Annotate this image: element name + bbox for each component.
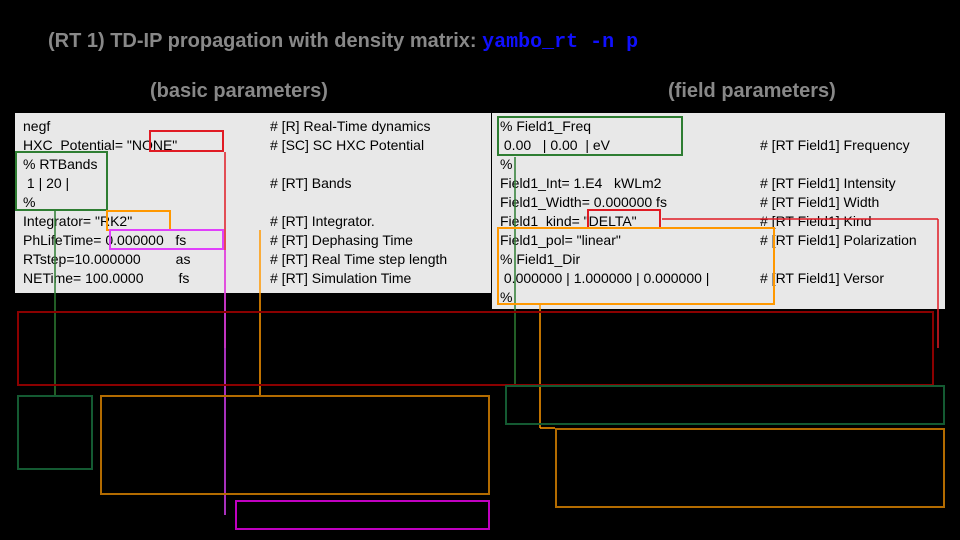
field_panel-rhs-9 (760, 288, 917, 307)
field1-freq-box (497, 116, 683, 156)
basic_panel-lhs-0: negf (23, 117, 270, 136)
field_panel-rhs-2 (760, 155, 917, 174)
field_panel-rhs-8: # [RT Field1] Versor (760, 269, 917, 288)
basic_panel-rhs-6: # [RT] Dephasing Time (270, 231, 447, 250)
hxc-none-box (149, 130, 224, 152)
blank-green-2 (17, 395, 93, 470)
basic_panel-rhs-5: # [RT] Integrator. (270, 212, 447, 231)
integrator-box (106, 210, 171, 231)
field_panel-lhs-3: Field1_Int= 1.E4 kWLm2 (500, 174, 760, 193)
basic_panel-rhs-3: # [RT] Bands (270, 174, 447, 193)
field_panel-rhs-1: # [RT Field1] Frequency (760, 136, 917, 155)
basic_panel-lhs-7: RTstep=10.000000 as (23, 250, 270, 269)
basic_panel-rhs-0: # [R] Real-Time dynamics (270, 117, 447, 136)
basic_panel-rhs-1: # [SC] SC HXC Potential (270, 136, 447, 155)
blank-orange-5 (555, 428, 945, 508)
blank-orange-3 (100, 395, 490, 495)
field_panel-rhs-3: # [RT Field1] Intensity (760, 174, 917, 193)
basic_panel-rhs-2 (270, 155, 447, 174)
field_panel-rhs-5: # [RT Field1] Kind (760, 212, 917, 231)
basic_panel-rhs-8: # [RT] Simulation Time (270, 269, 447, 288)
basic_panel-rhs-7: # [RT] Real Time step length (270, 250, 447, 269)
title-command: yambo_rt -n p (482, 31, 638, 54)
phlifetime-box (109, 229, 224, 250)
field1-kind-box (587, 209, 661, 229)
label-basic-parameters: (basic parameters) (150, 80, 328, 103)
field_panel-rhs-0 (760, 117, 917, 136)
title-prefix: (RT 1) TD-IP propagation with density ma… (48, 30, 482, 52)
field1-group-box (497, 227, 775, 305)
basic_panel-lhs-8: NETime= 100.0000 fs (23, 269, 270, 288)
rtbands-box (15, 151, 108, 211)
field_panel-rhs-4: # [RT Field1] Width (760, 193, 917, 212)
field_panel-lhs-2: % (500, 155, 760, 174)
label-field-parameters: (field parameters) (668, 80, 836, 103)
blank-green-4 (505, 385, 945, 425)
field_panel-rhs-6: # [RT Field1] Polarization (760, 231, 917, 250)
blank-red-1 (17, 311, 934, 386)
basic_panel-rhs-4 (270, 193, 447, 212)
blank-magenta-6 (235, 500, 490, 530)
field_panel-rhs-7 (760, 250, 917, 269)
slide-title: (RT 1) TD-IP propagation with density ma… (48, 30, 638, 54)
